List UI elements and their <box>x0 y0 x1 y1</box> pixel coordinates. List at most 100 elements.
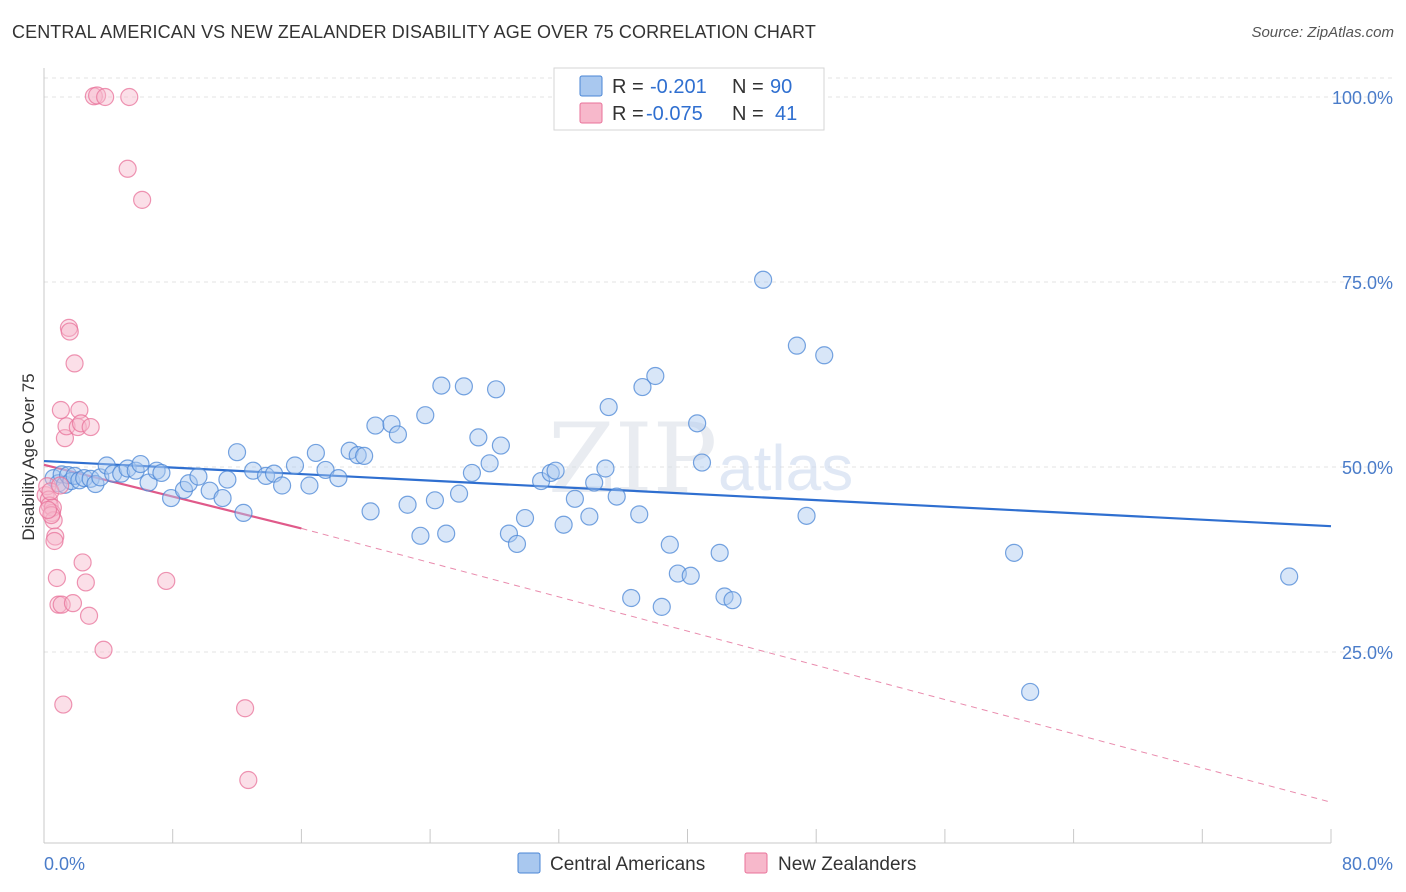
point-new-zealander <box>65 354 84 373</box>
point-central-american <box>306 443 325 463</box>
point-central-american <box>348 446 367 465</box>
point-central-american <box>425 491 445 510</box>
point-new-zealander <box>70 400 89 420</box>
point-central-american <box>161 488 181 508</box>
legend-swatch-blue <box>579 75 603 97</box>
point-central-american <box>416 406 435 425</box>
point-new-zealander <box>96 87 115 107</box>
point-central-american <box>366 416 385 435</box>
watermark-atlas: atlas <box>718 432 853 504</box>
point-central-american <box>491 436 510 455</box>
point-central-american <box>723 591 742 610</box>
point-new-zealander <box>133 190 152 209</box>
legend-swatch-central-americans <box>517 852 541 874</box>
point-central-american <box>580 507 599 526</box>
point-central-american <box>300 476 319 495</box>
grid <box>44 77 1392 653</box>
point-central-american <box>692 453 712 472</box>
point-central-american <box>388 425 408 444</box>
y-tick-label: 25.0% <box>1342 643 1393 663</box>
point-new-zealander <box>239 770 258 790</box>
point-central-american <box>554 515 573 534</box>
legend-r-value: -0.201 <box>650 76 707 98</box>
x-tick-labels: 0.0% 80.0% <box>44 854 1393 874</box>
point-central-american <box>411 526 430 545</box>
point-central-american <box>398 495 417 514</box>
point-new-zealander <box>76 573 95 592</box>
point-central-american <box>1021 682 1040 702</box>
point-central-american <box>1004 543 1024 562</box>
point-central-american <box>213 488 232 508</box>
point-new-zealander <box>38 477 57 496</box>
point-central-american <box>462 463 482 483</box>
point-central-american <box>179 474 198 493</box>
point-new-zealander <box>81 417 100 437</box>
point-central-american <box>285 456 305 475</box>
legend-swatch-pink <box>579 102 603 124</box>
point-new-zealander <box>54 695 73 714</box>
point-central-american <box>515 508 535 528</box>
y-tick-label: 50.0% <box>1342 458 1393 478</box>
point-central-american <box>227 443 247 462</box>
legend-swatch-new-zealanders <box>744 852 768 874</box>
y-axis-title: Disability Age Over 75 <box>19 373 38 540</box>
point-central-american <box>630 505 649 524</box>
trend-line-new-zealanders-extended <box>301 527 1332 803</box>
point-central-american <box>797 506 816 525</box>
point-new-zealander <box>42 505 61 525</box>
point-central-american <box>355 446 374 465</box>
point-central-american <box>454 377 473 396</box>
point-new-zealander <box>71 414 91 433</box>
point-new-zealander <box>94 640 113 659</box>
point-central-american <box>599 397 618 417</box>
point-central-american <box>437 524 456 543</box>
point-central-american <box>710 543 729 562</box>
point-central-american <box>329 469 348 488</box>
point-central-american <box>633 377 652 397</box>
point-central-american <box>432 376 451 395</box>
y-tick-label: 100.0% <box>1332 88 1393 108</box>
legend-r-label: R = <box>612 76 644 98</box>
y-tick-label: 75.0% <box>1342 273 1393 293</box>
point-central-american <box>622 588 641 608</box>
point-central-american <box>361 502 380 521</box>
point-central-american <box>486 380 506 399</box>
point-central-american <box>787 336 806 355</box>
point-central-american <box>688 414 707 433</box>
point-new-zealander <box>157 571 176 591</box>
point-new-zealander <box>120 87 139 107</box>
point-new-zealander <box>118 159 137 178</box>
point-central-american <box>382 414 401 434</box>
point-central-american <box>234 503 253 522</box>
legend-label-central-americans: Central Americans <box>550 854 705 875</box>
point-central-american <box>607 487 626 506</box>
point-new-zealander <box>79 606 99 625</box>
point-new-zealander <box>50 476 70 495</box>
point-new-zealander <box>47 568 66 588</box>
point-central-american <box>218 470 237 489</box>
x-tick-label: 0.0% <box>44 854 85 874</box>
data-points <box>36 86 1299 790</box>
legend-n-value: 41 <box>775 103 797 125</box>
point-central-american <box>815 346 834 365</box>
y-tick-labels: 25.0% 50.0% 75.0% 100.0% <box>1332 88 1393 663</box>
point-central-american <box>660 535 679 554</box>
chart-source: Source: ZipAtlas.com <box>1251 24 1394 41</box>
legend-n-label: N = <box>732 76 764 98</box>
point-central-american <box>646 366 665 386</box>
point-central-american <box>480 454 499 473</box>
point-central-american <box>131 454 150 474</box>
axes <box>43 68 1332 844</box>
point-central-american <box>152 463 171 483</box>
watermark: ZIP atlas <box>548 403 853 515</box>
point-central-american <box>681 566 700 585</box>
point-central-american <box>189 467 208 486</box>
point-central-american <box>585 473 604 492</box>
point-central-american <box>652 597 671 616</box>
point-new-zealander <box>38 500 58 520</box>
point-new-zealander <box>63 594 83 613</box>
point-central-american <box>316 460 335 480</box>
point-central-american <box>75 469 94 488</box>
legend-n-value: 90 <box>770 76 792 98</box>
